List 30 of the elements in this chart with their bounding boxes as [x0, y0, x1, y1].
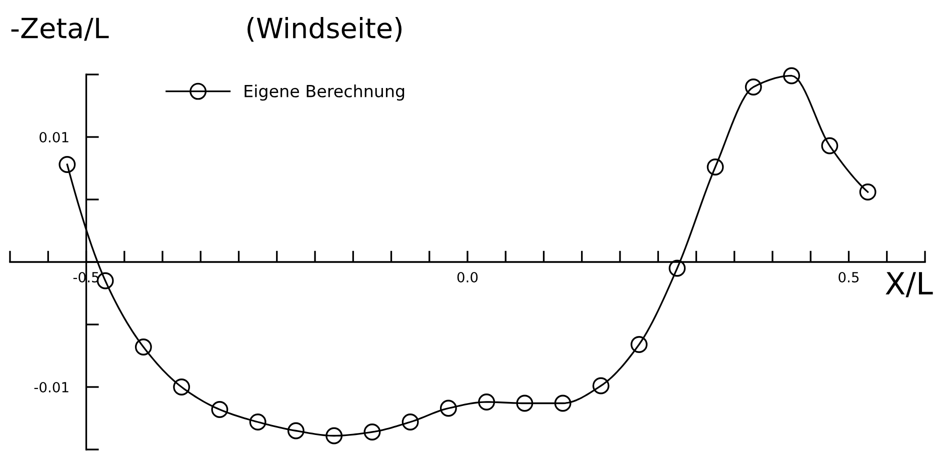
point	[478, 394, 496, 410]
y-tick-label: -0.01	[34, 382, 68, 392]
point	[211, 401, 228, 418]
point	[173, 378, 190, 396]
y-tick-label: 0.01	[40, 132, 68, 142]
x-axis-title: X/L	[886, 272, 933, 298]
point	[364, 424, 381, 440]
point	[249, 414, 266, 430]
point	[859, 184, 876, 200]
point	[326, 427, 343, 444]
point	[402, 414, 419, 430]
point	[592, 377, 610, 394]
chart-title: (Windseite)	[248, 17, 402, 42]
point	[706, 158, 724, 176]
point	[821, 137, 838, 154]
point	[96, 272, 114, 290]
point	[516, 394, 534, 412]
point	[440, 400, 457, 417]
point	[134, 338, 152, 356]
x-tick-label: 0.0	[457, 272, 478, 282]
legend-label: Eigene Berechnung	[244, 84, 404, 101]
point	[630, 336, 648, 353]
point	[744, 78, 762, 96]
point	[287, 422, 304, 440]
x-tick-label: 0.5	[838, 272, 859, 282]
y-axis-title: -Zeta/L	[11, 18, 109, 41]
point	[668, 260, 686, 277]
point	[783, 67, 800, 84]
point	[554, 394, 572, 412]
point	[58, 156, 76, 173]
